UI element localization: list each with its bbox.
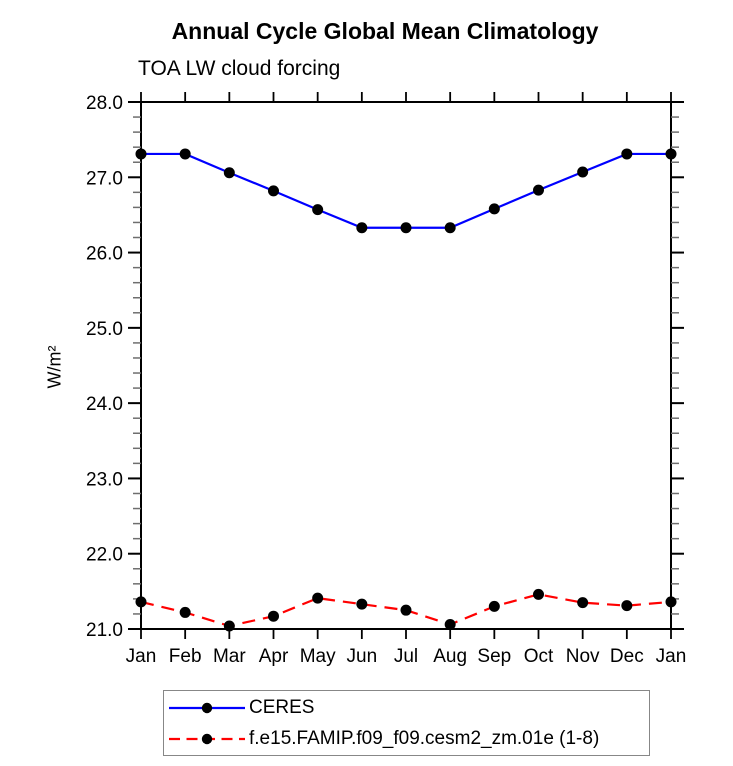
y-tick-label: 26.0 <box>86 244 123 265</box>
legend-item-model: f.e15.FAMIP.f09_f09.cesm2_zm.01e (1-8) <box>167 723 649 754</box>
series-line-0 <box>141 152 671 229</box>
data-point-marker-series-0 <box>268 185 279 197</box>
x-tick-label: May <box>300 646 336 667</box>
data-point-marker-series-0 <box>135 148 147 160</box>
legend-label-model: f.e15.FAMIP.f09_f09.cesm2_zm.01e (1-8) <box>249 727 600 749</box>
data-point-marker-series-1 <box>400 604 412 616</box>
x-tick-label: Jul <box>394 646 418 667</box>
data-point-marker-series-1 <box>356 598 368 610</box>
y-tick-label: 25.0 <box>86 319 123 340</box>
data-point-marker-series-1 <box>135 596 147 608</box>
x-tick-label: Jan <box>656 646 687 667</box>
legend-box: CERES f.e15.FAMIP.f09_f09.cesm2_zm.01e (… <box>163 690 650 756</box>
y-tick-label: 24.0 <box>86 394 123 415</box>
data-point-marker-series-1 <box>223 620 235 632</box>
y-tick-label: 22.0 <box>86 545 123 566</box>
data-point-marker-series-1 <box>488 600 500 612</box>
data-point-marker-series-1 <box>621 600 633 612</box>
legend-solid-line-icon <box>169 702 245 713</box>
x-tick-label: Oct <box>524 646 554 667</box>
data-point-marker-series-1 <box>179 606 191 618</box>
data-point-marker-series-0 <box>223 167 235 179</box>
data-point-marker-series-0 <box>356 222 368 234</box>
chart-subtitle: TOA LW cloud forcing <box>138 57 341 80</box>
chart-title: Annual Cycle Global Mean Climatology <box>171 18 599 44</box>
data-point-marker-series-1 <box>444 618 456 630</box>
x-tick-label: Apr <box>259 646 289 667</box>
data-point-marker-series-1 <box>665 596 677 608</box>
x-tick-label: Sep <box>477 646 511 667</box>
x-tick-label: Mar <box>213 646 246 667</box>
plot-frame <box>140 101 672 630</box>
y-tick-label: 21.0 <box>86 620 123 641</box>
data-point-marker-series-1 <box>533 588 544 600</box>
data-point-marker-series-0 <box>179 148 191 160</box>
x-tick-label: Jun <box>347 646 378 667</box>
data-point-marker-series-1 <box>577 597 589 609</box>
x-tick-label: Aug <box>433 646 467 667</box>
x-tick-label: Jan <box>126 646 157 667</box>
legend-marker-dot-icon <box>201 702 213 713</box>
x-tick-label: Nov <box>566 646 600 667</box>
legend-item-ceres: CERES <box>167 692 649 723</box>
legend-dashed-line-icon <box>169 733 245 744</box>
data-point-marker-series-1 <box>312 592 324 604</box>
data-point-marker-series-0 <box>577 166 589 178</box>
data-point-marker-series-0 <box>312 204 324 216</box>
legend-marker-dot-icon <box>201 733 213 744</box>
data-point-marker-series-0 <box>444 222 456 234</box>
data-point-marker-series-0 <box>488 203 500 215</box>
data-point-marker-series-1 <box>268 610 279 622</box>
y-tick-label: 27.0 <box>86 168 123 189</box>
data-point-marker-series-0 <box>533 184 544 196</box>
data-point-marker-series-0 <box>621 148 633 160</box>
x-tick-label: Feb <box>169 646 202 667</box>
y-tick-label: 23.0 <box>86 469 123 490</box>
x-tick-label: Dec <box>610 646 644 667</box>
legend-label-ceres: CERES <box>249 696 315 718</box>
data-point-marker-series-0 <box>665 148 677 160</box>
y-tick-label: 28.0 <box>86 93 123 114</box>
data-point-marker-series-0 <box>400 222 412 234</box>
